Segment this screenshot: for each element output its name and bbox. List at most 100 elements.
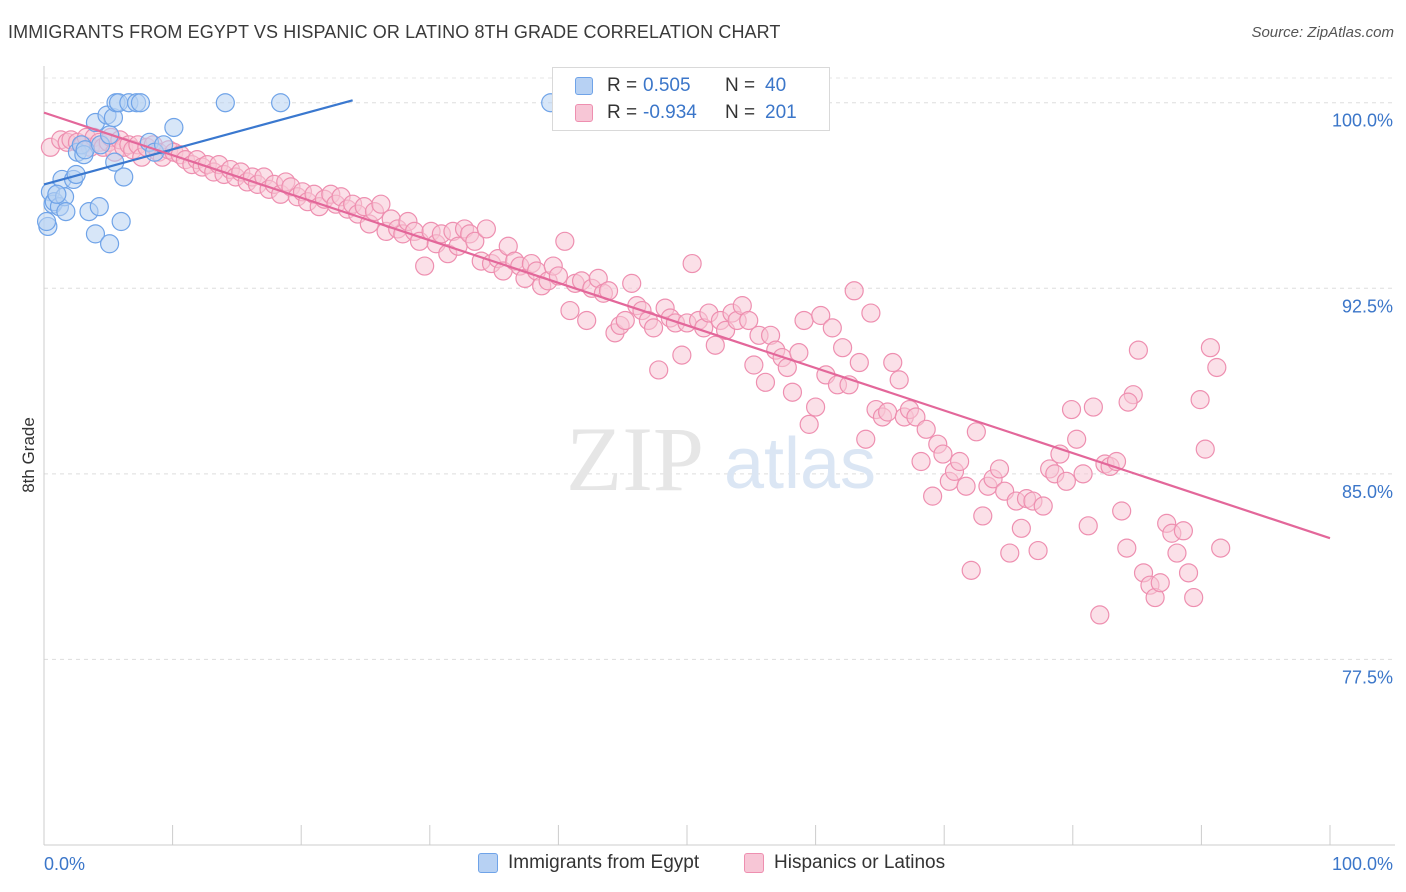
hispanic-point	[739, 310, 759, 331]
r-label: R =	[607, 102, 638, 123]
hispanic-point	[1067, 429, 1087, 449]
hispanic-swatch	[575, 104, 593, 122]
hispanic-point	[849, 352, 869, 373]
hispanic-point	[1167, 543, 1187, 563]
hispanic-point	[465, 231, 485, 251]
hispanic-point	[1000, 543, 1020, 563]
hispanic-point	[1011, 518, 1031, 538]
x-tick-label: 0.0%	[44, 854, 85, 874]
egypt-point	[271, 93, 291, 113]
chart-title: IMMIGRANTS FROM EGYPT VS HISPANIC OR LAT…	[8, 22, 781, 42]
hispanic-point	[989, 459, 1010, 479]
bottom-legend-hispanic: Hispanics or Latinos	[744, 852, 945, 874]
egypt-point	[85, 224, 106, 244]
hispanic-point	[916, 419, 936, 439]
hispanic-point	[794, 310, 814, 331]
hispanic-point	[799, 414, 819, 434]
r-value-egypt: 0.505	[643, 75, 691, 96]
hispanic-point	[1028, 540, 1048, 561]
egypt-point	[89, 197, 109, 217]
hispanic-point	[933, 444, 953, 464]
hispanic-point	[878, 402, 898, 422]
hispanic-point	[1061, 399, 1082, 420]
x-tick-label: 100.0%	[1332, 854, 1393, 874]
hispanic-point	[805, 397, 826, 417]
hispanic-point	[682, 253, 702, 274]
hispanic-legend-label: Hispanics or Latinos	[774, 852, 946, 873]
source-label: Source: ZipAtlas.com	[1251, 24, 1394, 41]
hispanic-point	[1090, 605, 1110, 625]
hispanic-point	[961, 560, 981, 580]
hispanic-point	[844, 281, 864, 301]
bottom-legend-egypt: Immigrants from Egypt	[478, 852, 699, 874]
hispanic-point	[560, 300, 580, 321]
egypt-point	[99, 234, 120, 254]
hispanic-point	[833, 338, 853, 358]
hispanic-point	[861, 303, 881, 323]
hispanic-point	[672, 345, 692, 365]
hispanic-point	[371, 194, 391, 214]
r-value-hispanic: -0.934	[643, 102, 697, 123]
hispanic-point	[1207, 357, 1227, 378]
hispanic-point	[1083, 397, 1103, 417]
hispanic-point	[1112, 501, 1132, 521]
hispanic-point	[1178, 563, 1199, 583]
egypt-legend-swatch	[478, 853, 498, 873]
r-label: R =	[607, 75, 638, 96]
stats-legend: R = 0.505 N = 40 R = -0.934 N = 201	[552, 67, 830, 131]
hispanic-point	[789, 343, 809, 363]
hispanic-point	[911, 451, 931, 472]
legend-row-hispanic: R = -0.934 N = 201	[575, 100, 805, 126]
egypt-point	[114, 167, 134, 187]
hispanic-point	[1190, 390, 1210, 410]
y-tick-label: 77.5%	[1342, 667, 1393, 687]
n-value-egypt: 40	[765, 75, 787, 96]
hispanic-point	[782, 382, 803, 402]
hispanic-point	[906, 407, 926, 427]
y-tick-label: 100.0%	[1332, 111, 1393, 131]
hispanic-legend-swatch	[744, 853, 764, 873]
hispanic-point	[555, 231, 575, 251]
egypt-point	[111, 211, 131, 232]
hispanic-point	[705, 335, 725, 355]
hispanic-point	[649, 360, 669, 380]
hispanic-point	[1118, 392, 1138, 412]
hispanic-point	[923, 486, 943, 506]
hispanic-trend-line	[43, 111, 1331, 540]
hispanic-point	[1073, 464, 1093, 484]
hispanic-point	[973, 506, 993, 526]
y-tick-label: 85.0%	[1342, 482, 1393, 502]
egypt-swatch	[575, 77, 593, 95]
hispanic-point	[1195, 439, 1215, 459]
hispanic-point	[956, 476, 976, 496]
hispanic-point	[950, 451, 970, 472]
hispanic-point	[889, 370, 909, 390]
n-label: N =	[725, 102, 756, 123]
hispanic-point	[1056, 471, 1076, 491]
hispanic-point	[811, 305, 831, 326]
hispanic-point	[1211, 538, 1231, 558]
egypt-point	[164, 117, 184, 138]
hispanic-point	[1150, 573, 1170, 593]
egypt-trend-line	[43, 99, 353, 186]
hispanic-point	[744, 355, 764, 375]
hispanic-point	[415, 256, 435, 276]
hispanic-point	[1184, 587, 1204, 608]
watermark-zip: ZIP	[566, 408, 704, 510]
n-value-hispanic: 201	[765, 102, 797, 123]
egypt-point	[215, 93, 235, 113]
hispanic-point	[643, 318, 664, 338]
egypt-point	[153, 135, 174, 155]
egypt-point	[47, 184, 67, 204]
watermark-atlas: atlas	[724, 424, 876, 504]
hispanic-point	[1128, 340, 1148, 360]
y-tick-label: 92.5%	[1342, 296, 1393, 316]
hispanic-point	[856, 429, 876, 449]
hispanic-point	[1117, 538, 1137, 558]
egypt-point	[36, 211, 57, 232]
hispanic-point	[822, 318, 842, 338]
y-axis-label: 8th Grade	[19, 417, 38, 493]
hispanic-point	[883, 352, 903, 373]
egypt-point	[130, 93, 151, 113]
